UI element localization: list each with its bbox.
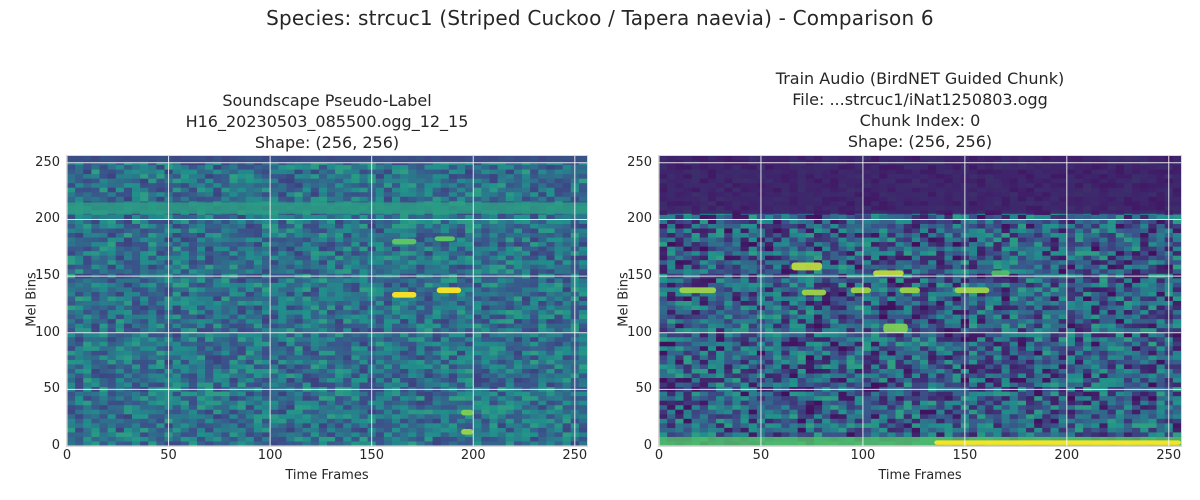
spectrogram-call [392, 291, 417, 298]
y-tick-label: 100 [627, 324, 652, 340]
x-tick-label: 50 [160, 448, 177, 463]
spectrogram-svg [67, 156, 587, 446]
x-tick-label: 100 [850, 448, 876, 463]
x-tick-label: 150 [952, 448, 978, 463]
x-tick-label: 0 [62, 448, 72, 463]
y-tick-label: 200 [35, 211, 60, 227]
left-spectrogram-plot [66, 155, 588, 447]
spectrogram-call [461, 409, 474, 416]
spectrogram-band [659, 156, 1181, 214]
left-title-line-2: H16_20230503_085500.ogg_12_15 [185, 112, 469, 131]
x-tick-label: 200 [1054, 448, 1080, 463]
spectrogram-band [67, 202, 587, 214]
spectrogram-background [67, 156, 587, 446]
y-tick-label: 150 [627, 268, 652, 284]
spectrogram-call [850, 287, 872, 294]
right-x-axis-label: Time Frames [878, 468, 962, 483]
spectrogram-call [883, 323, 908, 333]
spectrogram-call [461, 429, 474, 435]
left-x-axis-label: Time Frames [285, 468, 369, 483]
y-tick-label: 0 [51, 438, 60, 453]
right-title-line-1: Train Audio (BirdNET Guided Chunk) [775, 69, 1065, 88]
figure-suptitle: Species: strcuc1 (Striped Cuckoo / Taper… [266, 6, 934, 30]
y-tick-label: 50 [635, 381, 652, 397]
y-tick-label: 250 [35, 154, 60, 170]
spectrogram-band [67, 156, 587, 163]
x-tick-label: 250 [1156, 448, 1182, 463]
spectrogram-call [954, 287, 990, 294]
right-spectrogram-plot [658, 155, 1182, 447]
y-tick-label: 50 [43, 381, 60, 397]
spectrogram-call [679, 287, 717, 294]
spectrogram-call [434, 236, 455, 241]
spectrogram-call [934, 440, 1181, 445]
right-panel-title: Train Audio (BirdNET Guided Chunk) File:… [658, 68, 1182, 152]
y-tick-label: 0 [643, 438, 652, 453]
spectrogram-call [899, 287, 920, 294]
spectrogram-band [659, 436, 1181, 446]
spectrogram-svg [659, 156, 1181, 446]
x-tick-label: 50 [752, 448, 770, 463]
x-tick-label: 200 [460, 448, 486, 463]
y-tick-label: 250 [627, 154, 652, 170]
y-tick-label: 200 [627, 211, 652, 227]
x-tick-label: 100 [257, 448, 283, 463]
left-panel-title: Soundscape Pseudo-Label H16_20230503_085… [66, 90, 588, 153]
left-title-line-1: Soundscape Pseudo-Label [222, 91, 432, 110]
x-tick-label: 150 [359, 448, 385, 463]
spectrogram-call [801, 289, 827, 296]
right-title-line-4: Shape: (256, 256) [847, 132, 993, 151]
spectrogram-call [991, 270, 1010, 277]
spectrogram-call [791, 262, 823, 271]
spectrogram-call [436, 287, 462, 294]
y-tick-label: 100 [35, 324, 60, 340]
right-title-line-3: Chunk Index: 0 [859, 111, 981, 130]
x-tick-label: 0 [654, 448, 664, 463]
y-tick-label: 150 [35, 268, 60, 284]
right-title-line-2: File: ...strcuc1/iNat1250803.ogg [792, 90, 1048, 109]
spectrogram-call [392, 238, 417, 245]
spectrogram-call [873, 270, 904, 277]
x-tick-label: 250 [562, 448, 588, 463]
left-title-line-3: Shape: (256, 256) [254, 133, 400, 152]
